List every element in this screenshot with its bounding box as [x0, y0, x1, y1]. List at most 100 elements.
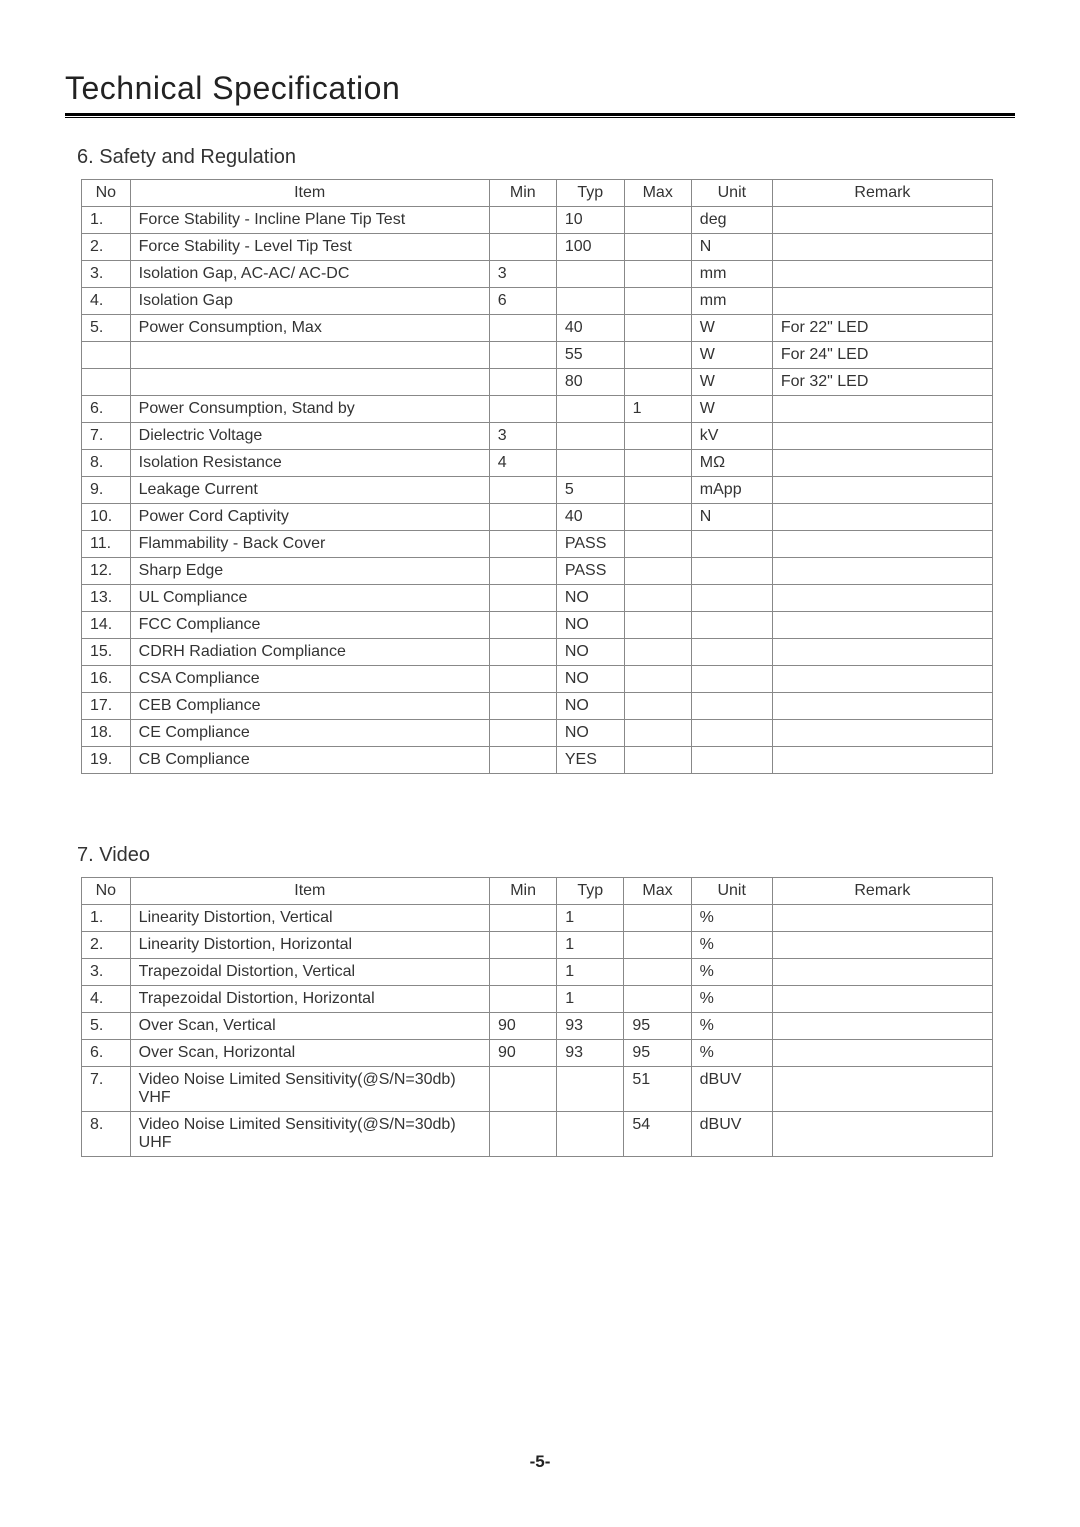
cell-min: 3: [489, 423, 556, 450]
cell-item: Video Noise Limited Sensitivity(@S/N=30d…: [130, 1112, 489, 1157]
table-row: 2.Linearity Distortion, Horizontal1%: [82, 932, 993, 959]
cell-unit: [691, 531, 772, 558]
cell-min: [489, 1067, 556, 1112]
table-row: 11.Flammability - Back CoverPASS: [82, 531, 993, 558]
cell-item: Force Stability - Level Tip Test: [130, 234, 489, 261]
cell-typ: NO: [556, 612, 624, 639]
cell-remark: [772, 558, 992, 585]
cell-typ: 1: [557, 959, 624, 986]
cell-remark: [772, 234, 992, 261]
header-min: Min: [489, 878, 556, 905]
table-row: 6.Over Scan, Horizontal909395%: [82, 1040, 993, 1067]
header-remark: Remark: [772, 180, 992, 207]
cell-remark: [772, 585, 992, 612]
header-max: Max: [624, 878, 691, 905]
cell-typ: 1: [557, 905, 624, 932]
cell-unit: [691, 585, 772, 612]
cell-no: 5.: [82, 315, 131, 342]
cell-typ: [556, 288, 624, 315]
cell-typ: 40: [556, 315, 624, 342]
title-underline-thick: [65, 113, 1015, 116]
cell-typ: [557, 1112, 624, 1157]
cell-min: [489, 1112, 556, 1157]
cell-remark: [772, 932, 992, 959]
cell-max: [624, 369, 691, 396]
cell-min: [489, 396, 556, 423]
cell-max: [624, 747, 691, 774]
table-row: 5.Over Scan, Vertical909395%: [82, 1013, 993, 1040]
cell-min: 90: [489, 1013, 556, 1040]
cell-remark: [772, 450, 992, 477]
header-unit: Unit: [691, 180, 772, 207]
header-unit: Unit: [691, 878, 772, 905]
cell-typ: NO: [556, 693, 624, 720]
cell-item: UL Compliance: [130, 585, 489, 612]
cell-remark: For 22" LED: [772, 315, 992, 342]
cell-min: [489, 369, 556, 396]
cell-remark: [772, 531, 992, 558]
table-row: 4.Trapezoidal Distortion, Horizontal1%: [82, 986, 993, 1013]
table-row: 5.Power Consumption, Max 40 WFor 22" LED: [82, 315, 993, 342]
header-typ: Typ: [557, 878, 624, 905]
cell-unit: W: [691, 315, 772, 342]
cell-remark: [772, 1013, 992, 1040]
table-header-row: No Item Min Typ Max Unit Remark: [82, 180, 993, 207]
table-row: 14.FCC ComplianceNO: [82, 612, 993, 639]
cell-item: Power Consumption, Max: [130, 315, 489, 342]
cell-item: Leakage Current: [130, 477, 489, 504]
cell-no: 8.: [82, 450, 131, 477]
cell-min: [489, 585, 556, 612]
cell-typ: [556, 261, 624, 288]
cell-unit: N: [691, 504, 772, 531]
cell-remark: [772, 207, 992, 234]
cell-item: CDRH Radiation Compliance: [130, 639, 489, 666]
cell-unit: dBUV: [691, 1112, 772, 1157]
cell-unit: MΩ: [691, 450, 772, 477]
cell-max: [624, 639, 691, 666]
header-item: Item: [130, 878, 489, 905]
cell-typ: YES: [556, 747, 624, 774]
cell-remark: [772, 477, 992, 504]
cell-item: Power Cord Captivity: [130, 504, 489, 531]
cell-min: [489, 504, 556, 531]
cell-max: [624, 504, 691, 531]
cell-item: Sharp Edge: [130, 558, 489, 585]
cell-unit: mm: [691, 261, 772, 288]
cell-unit: [691, 720, 772, 747]
cell-max: [624, 531, 691, 558]
table-row: 3.Isolation Gap, AC-AC/ AC-DC3mm: [82, 261, 993, 288]
header-no: No: [82, 180, 131, 207]
cell-min: 3: [489, 261, 556, 288]
table-row: 10.Power Cord Captivity40N: [82, 504, 993, 531]
table-row: 18.CE ComplianceNO: [82, 720, 993, 747]
cell-item: Force Stability - Incline Plane Tip Test: [130, 207, 489, 234]
section-heading-safety: 6. Safety and Regulation: [77, 146, 1015, 169]
cell-unit: mm: [691, 288, 772, 315]
cell-no: [82, 342, 131, 369]
cell-item: Linearity Distortion, Vertical: [130, 905, 489, 932]
cell-min: [489, 905, 556, 932]
cell-remark: For 32" LED: [772, 369, 992, 396]
table-row: 13.UL ComplianceNO: [82, 585, 993, 612]
cell-remark: [772, 1067, 992, 1112]
cell-no: 3.: [82, 261, 131, 288]
header-min: Min: [489, 180, 556, 207]
cell-max: [624, 959, 691, 986]
page-number: -5-: [0, 1452, 1080, 1472]
cell-min: [489, 693, 556, 720]
header-remark: Remark: [772, 878, 992, 905]
cell-unit: [691, 639, 772, 666]
cell-max: [624, 693, 691, 720]
cell-no: 11.: [82, 531, 131, 558]
cell-remark: [772, 396, 992, 423]
cell-min: [489, 234, 556, 261]
cell-item: Video Noise Limited Sensitivity(@S/N=30d…: [130, 1067, 489, 1112]
cell-remark: [772, 747, 992, 774]
cell-typ: PASS: [556, 558, 624, 585]
cell-remark: [772, 288, 992, 315]
cell-max: [624, 558, 691, 585]
page-title: Technical Specification: [65, 70, 1015, 107]
cell-unit: [691, 558, 772, 585]
cell-no: 14.: [82, 612, 131, 639]
cell-unit: %: [691, 959, 772, 986]
